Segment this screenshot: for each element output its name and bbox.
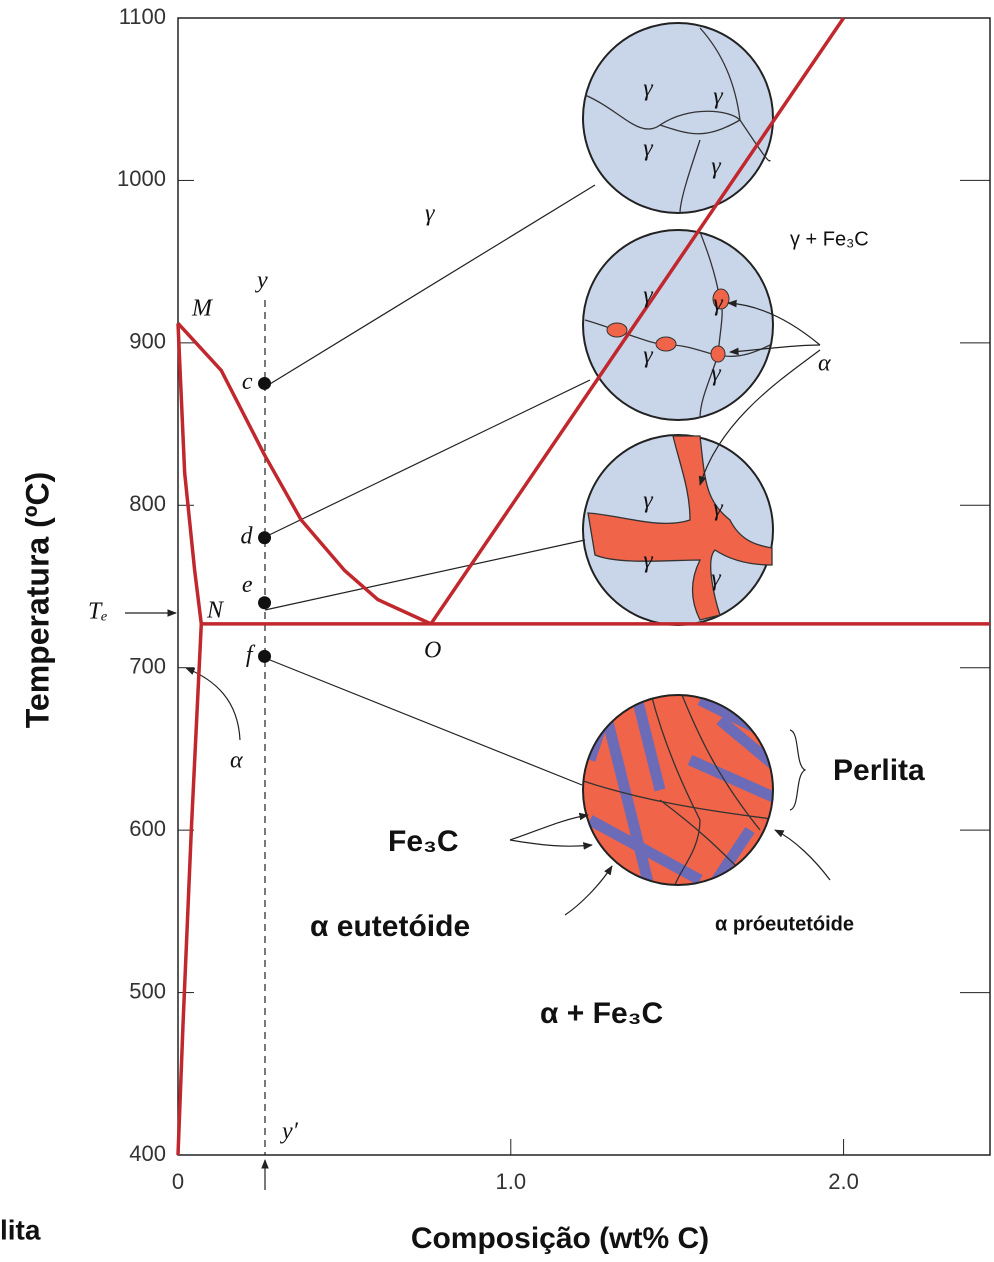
alpha-fe3c-label: α + Fe₃C bbox=[540, 997, 663, 1030]
phase-label: α bbox=[818, 351, 831, 377]
grain-label: γ bbox=[711, 361, 721, 387]
grain-label: γ bbox=[713, 291, 723, 317]
y-tick-label: 1000 bbox=[117, 166, 166, 191]
cropped-label: lita bbox=[0, 1214, 41, 1245]
grain-label: γ bbox=[643, 76, 653, 102]
grain-label: γ bbox=[643, 136, 653, 162]
phase-boundary: solvus α bbox=[178, 624, 201, 1155]
point-label: M bbox=[191, 296, 214, 322]
point-label: d bbox=[241, 523, 254, 549]
y-tick-label: 800 bbox=[129, 491, 166, 516]
x-tick-label: 0 bbox=[172, 1169, 184, 1194]
line-label: y bbox=[255, 268, 268, 294]
y-axis-label: Temperatura (ºC) bbox=[19, 472, 55, 728]
y-tick-label: 700 bbox=[129, 654, 166, 679]
point-label: f bbox=[246, 642, 256, 668]
x-axis-label: Composição (wt% C) bbox=[411, 1222, 709, 1255]
chart: Temperatura (ºC) Composição (wt% C) bbox=[0, 0, 994, 1262]
plot-frame bbox=[178, 18, 990, 1155]
te-label: Tₑ bbox=[88, 599, 108, 625]
y-tick-label: 900 bbox=[129, 329, 166, 354]
grain-label: γ bbox=[711, 566, 721, 592]
phase-label: γ bbox=[425, 201, 435, 227]
point bbox=[258, 650, 271, 663]
phase-label: γ + Fe₃C bbox=[790, 228, 869, 250]
x-tick-label: 2.0 bbox=[828, 1169, 859, 1194]
point bbox=[258, 377, 271, 390]
grain-label: γ bbox=[711, 154, 721, 180]
grain-label: γ bbox=[713, 84, 723, 110]
x-tick-label: 1.0 bbox=[495, 1169, 526, 1194]
point-label: e bbox=[242, 572, 253, 598]
phase-label: α bbox=[230, 748, 243, 774]
phase-boundary: α / α+γ bbox=[178, 323, 201, 623]
fe3c-label: Fe₃C bbox=[388, 825, 459, 858]
y-tick-label: 500 bbox=[129, 978, 166, 1003]
line-label: y′ bbox=[280, 1119, 299, 1145]
y-tick-label: 1100 bbox=[119, 4, 166, 29]
y-tick-label: 600 bbox=[129, 816, 166, 841]
point-label: N bbox=[206, 598, 225, 624]
grain-label: γ bbox=[713, 496, 723, 522]
grain-label: γ bbox=[643, 488, 653, 514]
alpha-proeutectoid-label: α próeutetóide bbox=[715, 913, 854, 935]
grain-label: γ bbox=[643, 548, 653, 574]
point-label: O bbox=[424, 638, 441, 664]
alpha-eutectoid-label: α eutetóide bbox=[310, 910, 470, 943]
grain-label: γ bbox=[643, 283, 653, 309]
point bbox=[258, 531, 271, 544]
point bbox=[258, 596, 271, 609]
grain-label: γ bbox=[643, 343, 653, 369]
phase-boundary: γ / γ+α bbox=[178, 323, 431, 623]
point-label: c bbox=[242, 369, 253, 395]
y-tick-label: 400 bbox=[129, 1141, 166, 1166]
perlita-label: Perlita bbox=[833, 754, 925, 787]
